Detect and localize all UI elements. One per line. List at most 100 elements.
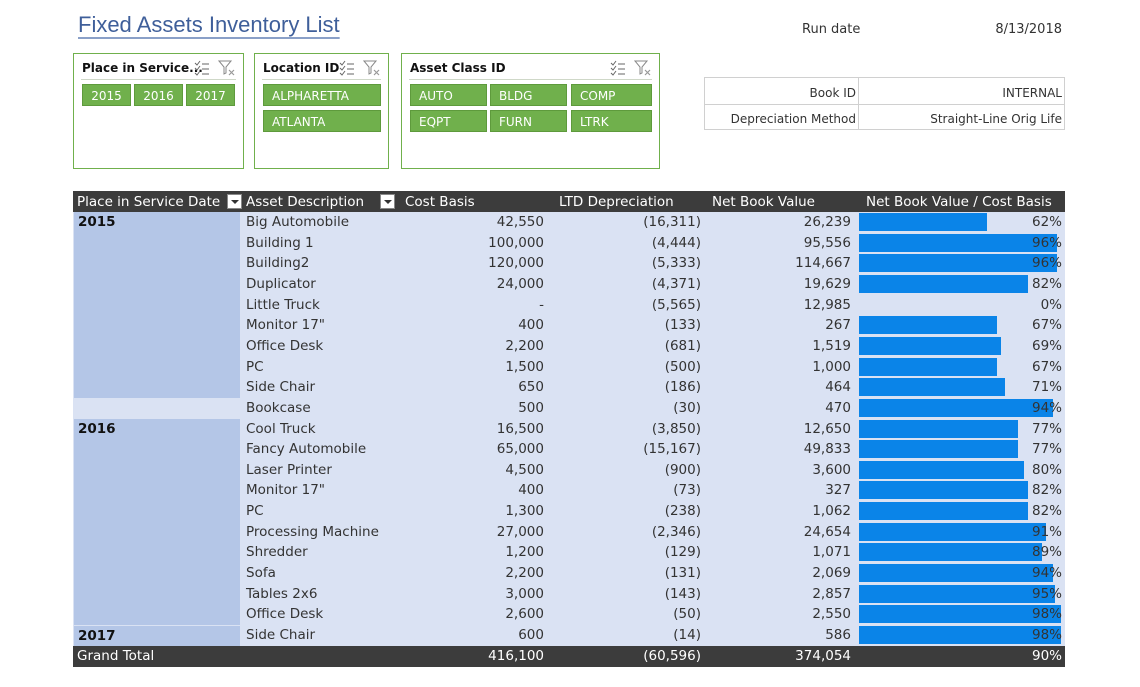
ratio-data-bar: [859, 398, 1053, 417]
table-row: PC 1,300 (238) 1,062 82%: [73, 501, 1065, 522]
cost-basis-cell: 4,500: [505, 461, 544, 478]
table-header: Place in Service Date Asset Description …: [73, 191, 1065, 212]
asset-description-cell: Shredder: [246, 544, 308, 561]
ltd-depreciation-cell: (900): [664, 461, 701, 478]
year-group-2017: 2017: [74, 626, 240, 646]
slicer-item-2016[interactable]: 2016: [134, 84, 183, 106]
ratio-percent-cell: 80%: [1031, 461, 1062, 478]
slicer-item-2017[interactable]: 2017: [186, 84, 235, 106]
ratio-data-bar: [859, 584, 1055, 603]
net-book-value-cell: 470: [825, 399, 851, 416]
table-row: Building 1 100,000 (4,444) 95,556 96%: [73, 233, 1065, 254]
ltd-depreciation-cell: (16,311): [643, 214, 701, 230]
run-date-label: Run date: [802, 22, 861, 37]
slicer-item-comp[interactable]: COMP: [571, 84, 652, 106]
date-filter-dropdown-icon[interactable]: [227, 194, 242, 209]
cost-basis-cell: 2,200: [505, 337, 544, 354]
ltd-depreciation-cell: (238): [664, 503, 701, 520]
cost-basis-cell: 2,600: [505, 606, 544, 623]
net-book-value-cell: 12,985: [803, 296, 851, 313]
ltd-depreciation-cell: (5,565): [651, 296, 701, 313]
clear-filter-icon[interactable]: [218, 60, 236, 78]
slicer-item-alpharetta[interactable]: ALPHARETTA: [263, 84, 381, 106]
slicer-item-atlanta[interactable]: ATLANTA: [263, 110, 381, 132]
ratio-percent-cell: 69%: [1031, 337, 1062, 354]
slicer-item-eqpt[interactable]: EQPT: [410, 110, 487, 132]
ratio-data-bar: [859, 605, 1061, 624]
ltd-depreciation-cell: (133): [664, 317, 701, 334]
table-row: PC 1,500 (500) 1,000 67%: [73, 357, 1065, 378]
table-row: Big Automobile 42,550 (16,311) 26,239 62%: [73, 212, 1065, 233]
table-row: Fancy Automobile 65,000 (15,167) 49,833 77%: [73, 439, 1065, 460]
slicer-header: Asset Class ID: [409, 59, 652, 80]
slicer-item-ltrk[interactable]: LTRK: [571, 110, 652, 132]
ltd-depreciation-cell: (131): [664, 565, 701, 582]
ltd-depreciation-cell: (4,371): [651, 275, 701, 292]
slicer-item-bldg[interactable]: BLDG: [490, 84, 567, 106]
clear-filter-icon[interactable]: [363, 60, 381, 78]
table-row: Bookcase 500 (30) 470 94%: [73, 398, 1065, 419]
net-book-value-cell: 24,654: [803, 523, 851, 540]
asset-description-cell: PC: [246, 358, 264, 375]
net-book-value-cell: 26,239: [803, 214, 851, 230]
cost-basis-cell: 400: [518, 482, 544, 499]
slicer-item-furn[interactable]: FURN: [490, 110, 567, 132]
asset-description-cell: Sofa: [246, 565, 276, 582]
ratio-percent-cell: 82%: [1031, 503, 1062, 520]
depreciation-method-label: Depreciation Method: [705, 104, 859, 130]
ratio-percent-cell: 67%: [1031, 358, 1062, 375]
cost-basis-cell: 100,000: [488, 234, 544, 251]
year-group-2016: 2016: [74, 419, 240, 625]
multi-select-icon[interactable]: [194, 60, 210, 76]
cost-basis-cell: 120,000: [488, 255, 544, 272]
table-row: Cool Truck 16,500 (3,850) 12,650 77%: [73, 419, 1065, 440]
book-info-table: Book ID INTERNAL Depreciation Method Str…: [704, 77, 1065, 130]
clear-filter-icon[interactable]: [634, 60, 652, 78]
slicer-item-auto[interactable]: AUTO: [410, 84, 487, 106]
ratio-percent-cell: 89%: [1031, 544, 1062, 561]
table-row: Little Truck - (5,565) 12,985 0%: [73, 295, 1065, 316]
ltd-depreciation-cell: (2,346): [651, 523, 701, 540]
header-cost-basis: Cost Basis: [405, 194, 475, 210]
ltd-depreciation-cell: (4,444): [651, 234, 701, 251]
cost-basis-cell: 650: [518, 379, 544, 396]
ratio-percent-cell: 94%: [1031, 399, 1062, 416]
cost-basis-cell: -: [539, 296, 544, 313]
multi-select-icon[interactable]: [339, 60, 355, 76]
description-filter-dropdown-icon[interactable]: [380, 194, 395, 209]
ltd-depreciation-cell: (73): [673, 482, 701, 499]
ratio-percent-cell: 91%: [1031, 523, 1062, 540]
multi-select-icon[interactable]: [610, 60, 626, 76]
ratio-percent-cell: 96%: [1031, 234, 1062, 251]
net-book-value-cell: 12,650: [803, 420, 851, 437]
cost-basis-cell: 400: [518, 317, 544, 334]
table-row: Sofa 2,200 (131) 2,069 94%: [73, 563, 1065, 584]
net-book-value-cell: 1,519: [812, 337, 851, 354]
cost-basis-cell: 27,000: [496, 523, 544, 540]
ratio-percent-cell: 98%: [1031, 606, 1062, 623]
net-book-value-cell: 464: [825, 379, 851, 396]
cost-basis-cell: 1,200: [505, 544, 544, 561]
ratio-data-bar: [859, 481, 1028, 500]
ratio-percent-cell: 82%: [1031, 275, 1062, 292]
book-id-label: Book ID: [705, 78, 859, 104]
net-book-value-cell: 3,600: [812, 461, 851, 478]
ratio-data-bar: [859, 564, 1053, 583]
ratio-percent-cell: 82%: [1031, 482, 1062, 499]
ratio-data-bar: [859, 522, 1047, 541]
slicer-item-2015[interactable]: 2015: [82, 84, 131, 106]
ratio-data-bar: [859, 419, 1018, 438]
ratio-percent-cell: 67%: [1031, 317, 1062, 334]
header-nbv-cost-ratio: Net Book Value / Cost Basis: [866, 194, 1052, 210]
year-label: 2017: [78, 628, 116, 644]
asset-description-cell: Tables 2x6: [246, 585, 318, 602]
ratio-percent-cell: 62%: [1031, 214, 1062, 230]
asset-description-cell: Fancy Automobile: [246, 441, 367, 458]
asset-description-cell: Duplicator: [246, 275, 316, 292]
asset-description-cell: Building2: [246, 255, 310, 272]
cost-basis-cell: 16,500: [496, 420, 544, 437]
grand-total-pct: 90%: [1031, 648, 1062, 664]
cost-basis-cell: 1,300: [505, 503, 544, 520]
header-ltd-depreciation: LTD Depreciation: [559, 194, 674, 210]
asset-description-cell: Processing Machine: [246, 523, 379, 540]
